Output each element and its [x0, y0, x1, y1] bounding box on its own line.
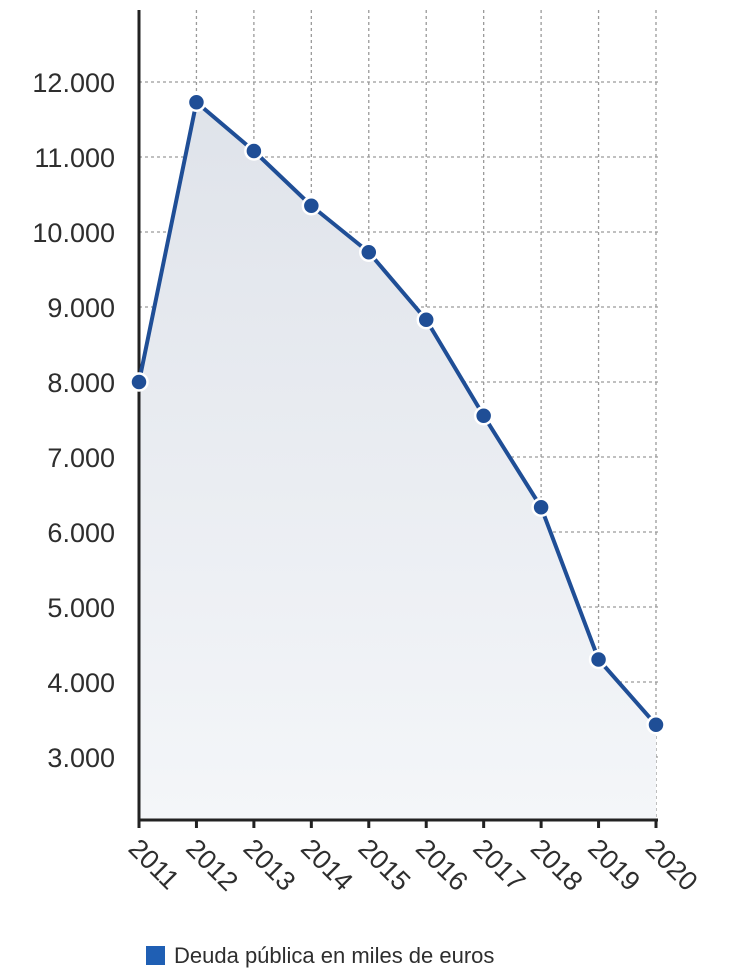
y-tick-label: 7.000	[47, 443, 115, 473]
x-tick-label-2014: 2014	[295, 833, 359, 897]
legend-label: Deuda pública en miles de euros	[174, 943, 494, 968]
series-line	[137, 100, 658, 727]
y-tick-label: 9.000	[47, 293, 115, 323]
data-point-2012	[186, 92, 207, 112]
y-tick-label: 3.000	[47, 743, 115, 773]
x-tick-label-2011: 2011	[123, 833, 185, 895]
data-point-2018	[531, 497, 551, 517]
data-point-2020	[646, 715, 666, 735]
x-tick-label-2016: 2016	[410, 833, 474, 897]
data-point-2011	[129, 372, 149, 392]
y-tick-label: 6.000	[47, 518, 115, 548]
data-point-2019	[588, 649, 609, 670]
area-fill	[139, 102, 656, 820]
x-tick-label-2018: 2018	[525, 833, 589, 897]
y-tick-label: 4.000	[47, 668, 115, 698]
x-tick-label-2019: 2019	[582, 833, 646, 897]
x-tick-label-2013: 2013	[238, 833, 302, 897]
legend: Deuda pública en miles de euros	[146, 943, 494, 968]
data-point-2013	[244, 141, 264, 161]
x-tick-label-2017: 2017	[467, 833, 531, 897]
y-tick-label: 8.000	[47, 368, 115, 398]
y-tick-label: 11.000	[34, 143, 115, 173]
legend-swatch	[146, 946, 165, 965]
data-point-2016	[416, 310, 436, 330]
y-tick-labels: 3.000 4.000 5.000 6.000 7.000 8.000 9.000 10.00…	[32, 68, 115, 773]
data-points	[129, 92, 666, 735]
axes	[137, 10, 658, 828]
data-point-2017	[473, 406, 494, 426]
x-tick-label-2015: 2015	[353, 833, 417, 897]
y-tick-label: 5.000	[47, 593, 115, 623]
x-tick-label-2012: 2012	[180, 833, 244, 897]
data-point-2014	[301, 196, 322, 216]
y-tick-label: 10.000	[32, 218, 115, 248]
x-tick-label-2020: 2020	[640, 833, 704, 897]
y-tick-label: 12.000	[32, 68, 115, 98]
data-point-2015	[359, 242, 379, 262]
